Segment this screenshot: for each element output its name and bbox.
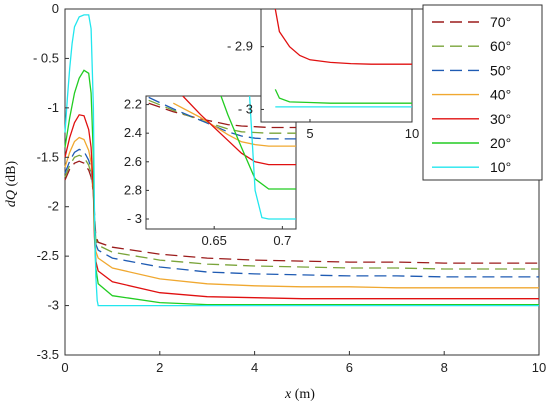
inset-frame (260, 8, 413, 123)
inset-series-line-20 (220, 96, 296, 190)
inset-y-tick-label: - 3 (127, 211, 142, 226)
inset-x-tick-label: 5 (306, 126, 313, 141)
inset-plateau-zoom: 5 10 - 2.9 - 3 (227, 8, 419, 141)
x-tick-label: 2 (156, 360, 163, 375)
x-axis-unit: (m) (291, 387, 315, 402)
series-line-70 (64, 160, 539, 264)
y-tick-label: - 0.5 (33, 50, 59, 65)
legend-label: 20° (490, 135, 511, 151)
inset-series-line-10 (248, 96, 296, 220)
inset-series-line-20 (274, 89, 412, 104)
x-tick-label: 10 (532, 360, 546, 375)
inset-y-tick-label: - 3 (238, 101, 253, 116)
inset-series-line-50 (148, 96, 296, 140)
inset-x-tick-label: 0.7 (273, 233, 291, 248)
x-tick-label: 0 (61, 360, 68, 375)
series-line-30 (64, 114, 539, 300)
series-line-60 (64, 154, 539, 270)
y-tick-label: -1.5 (37, 149, 59, 164)
y-axis-variable: dQ (4, 190, 19, 207)
main-tick-labels: 0 2 4 6 8 10 0 - 0.5 -1 -1.5 -2 -2.5 -3 -3.5 (33, 1, 546, 375)
inset-y-tick-label: 2.2 (124, 97, 142, 112)
x-axis-label: x (m) (284, 387, 315, 402)
inset-y-tick-label: 2.8 (124, 182, 142, 197)
y-axis-label: dQ (dB) (4, 161, 19, 208)
inset-series-line-30 (274, 9, 412, 65)
y-tick-label: -1 (47, 100, 59, 115)
legend-label: 40° (490, 87, 511, 103)
y-tick-label: -3.5 (37, 347, 59, 362)
inset-y-tick-label: - 2.9 (227, 39, 253, 54)
legend-box (422, 4, 543, 181)
series-line-20 (64, 69, 539, 306)
y-tick-label: -3 (47, 298, 59, 313)
legend-label: 30° (490, 111, 511, 127)
series-line-40 (64, 136, 539, 289)
inset-series-line-30 (182, 96, 296, 166)
x-tick-label: 4 (251, 360, 258, 375)
legend: 70° 60° 50° 40° 30° 20° 10° (422, 4, 543, 181)
y-tick-label: -2.5 (37, 248, 59, 263)
y-tick-label: 0 (52, 1, 59, 16)
x-tick-label: 8 (441, 360, 448, 375)
inset-x-tick-label: 10 (405, 126, 419, 141)
series-line-50 (64, 148, 539, 278)
legend-label: 70° (490, 14, 511, 30)
inset-y-tick-label: 2.4 (124, 125, 142, 140)
inset-transition-zoom: 0.65 0.7 2.2 2.4 2.6 2.8 - 3 (124, 95, 297, 248)
main-series-group (64, 14, 539, 307)
inset-y-tick-label: 2.6 (124, 154, 142, 169)
legend-label: 50° (490, 62, 511, 78)
inset-x-tick-label: 0.65 (202, 233, 227, 248)
legend-label: 60° (490, 38, 511, 54)
x-tick-label: 6 (346, 360, 353, 375)
y-axis-unit: (dB) (4, 161, 19, 191)
y-tick-label: -2 (47, 199, 59, 214)
series-line-10 (64, 14, 539, 307)
x-axis-variable: x (284, 387, 292, 402)
legend-label: 10° (490, 159, 511, 175)
inset-series-line-40 (172, 102, 296, 147)
